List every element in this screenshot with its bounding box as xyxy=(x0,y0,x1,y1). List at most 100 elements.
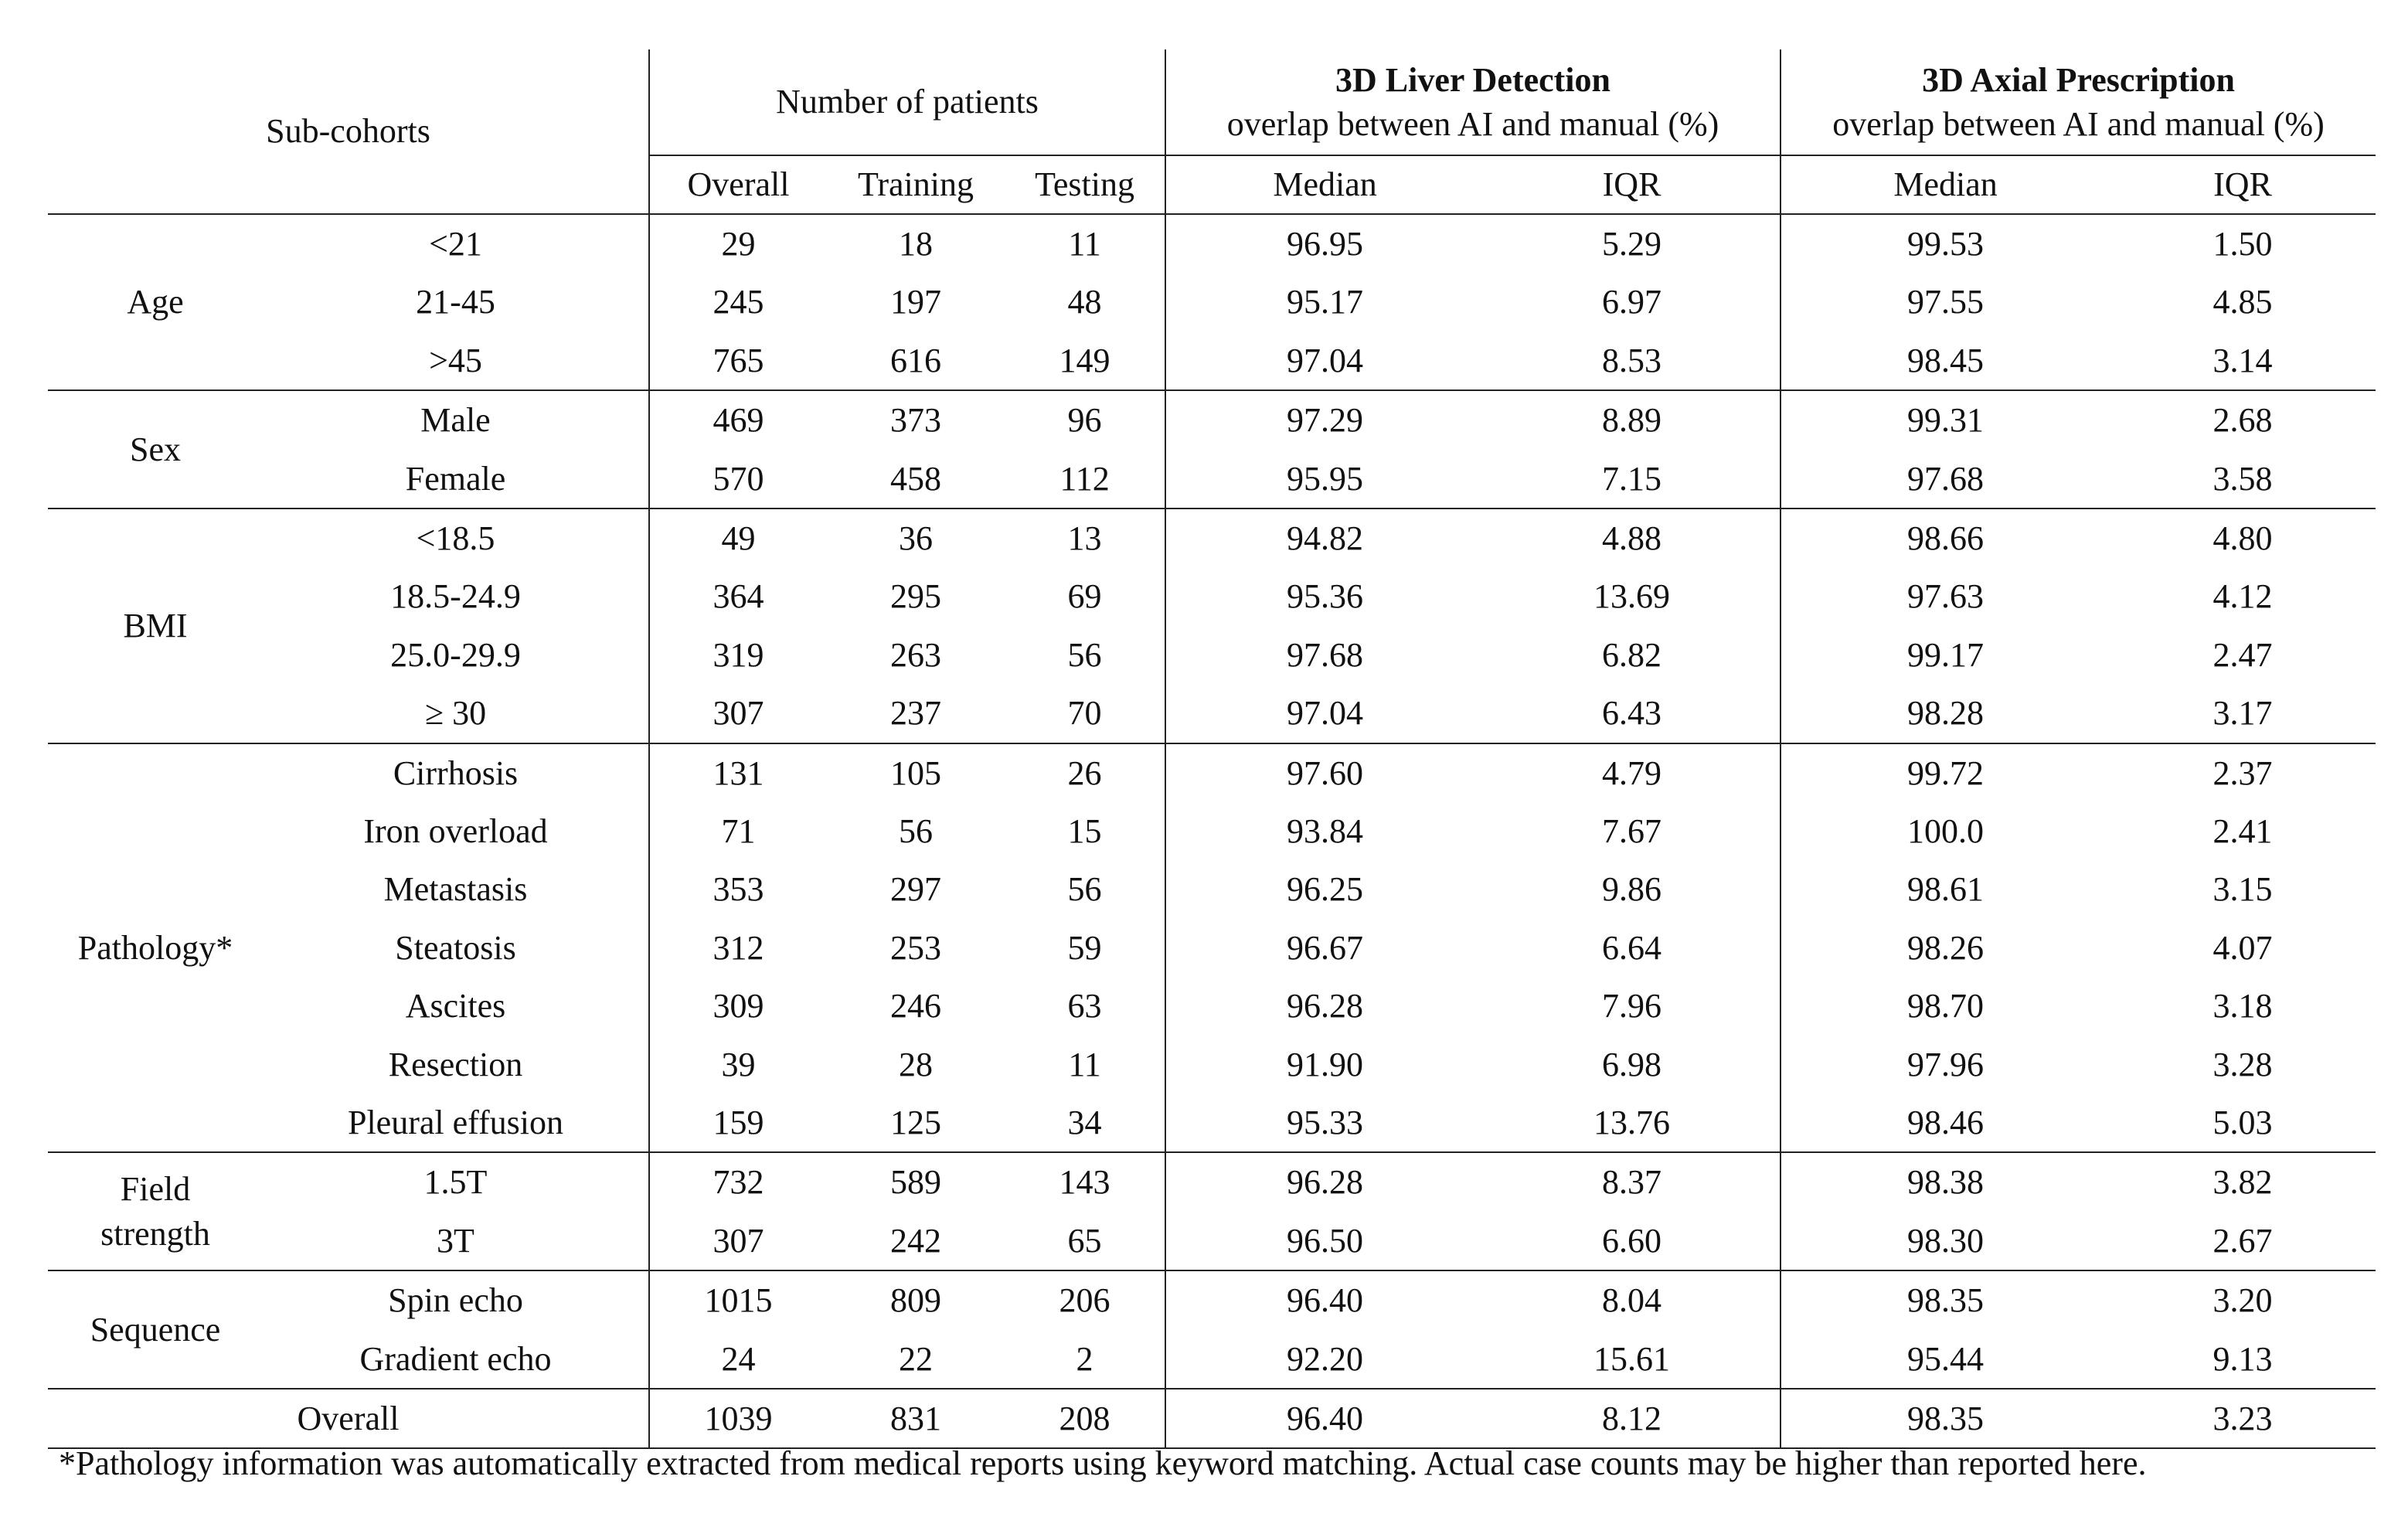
cell: 95.17 xyxy=(1165,273,1485,332)
cell: 237 xyxy=(890,694,941,733)
row-label: Spin echo xyxy=(263,1270,649,1330)
header-liver-title: 3D Liver Detection xyxy=(1335,60,1611,99)
cell: 65 xyxy=(1067,1221,1102,1260)
cell: 56 xyxy=(1067,635,1102,674)
cell: 92.20 xyxy=(1165,1329,1485,1389)
table-body: Age <21 29 18 11 96.95 5.29 99.53 1.50 21-45 245 19… xyxy=(48,213,2376,1450)
cell: 96.40 xyxy=(1165,1270,1485,1330)
cell: 2.68 xyxy=(2110,389,2376,450)
row-label: Overall xyxy=(48,1387,649,1450)
row-label: Cirrhosis xyxy=(263,742,649,802)
subheader: IQR xyxy=(2110,155,2376,215)
cell: 96.25 xyxy=(1165,860,1485,919)
data-row: Iron overload 71 56 15 93.84 7.67 100.0 2.41 xyxy=(48,801,2376,861)
cell: 13.76 xyxy=(1593,1103,1671,1141)
data-row: 21-45 245 197 48 95.17 6.97 97.55 4.85 xyxy=(48,273,2376,332)
header-axial-title: 3D Axial Prescription xyxy=(1922,60,2235,99)
cell: 4.79 xyxy=(1484,742,1781,802)
cell: 245 xyxy=(648,273,827,332)
cell: 159 xyxy=(648,1093,827,1153)
row-label: 1.5T xyxy=(263,1151,649,1212)
row-label: Male xyxy=(263,389,649,450)
cell: 98.61 xyxy=(1780,860,2110,919)
cell: 373 xyxy=(827,389,1005,450)
cell: 364 xyxy=(648,567,827,626)
group-label: Pathology* xyxy=(48,742,263,1153)
data-row: Metastasis 353 297 56 96.25 9.86 98.61 3.15 xyxy=(48,860,2376,919)
cell: 3.20 xyxy=(2110,1270,2376,1330)
data-row: ≥ 30 307 237 70 97.04 6.43 98.28 3.17 xyxy=(48,684,2376,743)
cell: 2.41 xyxy=(2212,812,2273,850)
cell: 1.50 xyxy=(2110,213,2376,274)
row-label: >45 xyxy=(429,341,482,379)
data-row: Resection 39 28 11 91.90 6.98 97.96 3.28 xyxy=(48,1035,2376,1094)
cell: 91.90 xyxy=(1165,1035,1485,1094)
cell: 3.15 xyxy=(2212,870,2273,909)
cell: 3.17 xyxy=(2212,694,2273,733)
cell: 6.98 xyxy=(1602,1045,1662,1083)
cell: 809 xyxy=(827,1270,1005,1330)
cell: 253 xyxy=(890,928,941,967)
cell: 2.67 xyxy=(2212,1221,2273,1260)
header-sub-cohorts: Sub-cohorts xyxy=(48,49,649,215)
cell: 98.28 xyxy=(1780,684,2110,743)
footnote: *Pathology information was automatically… xyxy=(59,1444,2147,1482)
data-row: Sequence Spin echo 1015 809 206 96.40 8.04 98.3… xyxy=(48,1270,2376,1389)
cell: 831 xyxy=(827,1387,1005,1450)
cell: 589 xyxy=(827,1151,1005,1212)
cell: 70 xyxy=(1067,694,1102,733)
cell: 7.15 xyxy=(1602,459,1662,498)
cell: 263 xyxy=(890,635,941,674)
cell: 295 xyxy=(890,577,941,616)
cell: 97.63 xyxy=(1780,567,2110,626)
cell: 112 xyxy=(1059,459,1110,498)
cell: 22 xyxy=(899,1339,933,1378)
row-label: <18.5 xyxy=(263,507,649,568)
cell: 95.36 xyxy=(1165,567,1485,626)
cell: 3.82 xyxy=(2110,1151,2376,1212)
subheader: Median xyxy=(1165,155,1485,215)
header-row: Sub-cohorts Number of patients 3D Liver … xyxy=(48,49,2376,215)
subheader: Training xyxy=(827,155,1005,215)
cell: 3.23 xyxy=(2110,1387,2376,1450)
cell: 99.17 xyxy=(1780,625,2110,685)
cell: 206 xyxy=(1005,1270,1166,1330)
row-label: 25.0-29.9 xyxy=(390,635,521,674)
cell: 39 xyxy=(648,1035,827,1094)
cell: 98.38 xyxy=(1780,1151,2110,1212)
data-row: Pleural effusion 159 125 34 95.33 13.76 98.46 5… xyxy=(48,1093,2376,1153)
cell: 6.82 xyxy=(1602,635,1662,674)
cell: 4.07 xyxy=(2212,928,2273,967)
cell: 36 xyxy=(827,507,1005,568)
cell: 1015 xyxy=(648,1270,827,1330)
cell: 98.45 xyxy=(1780,331,2110,391)
cell: 7.96 xyxy=(1602,987,1662,1026)
cell: 71 xyxy=(648,801,827,861)
cell: 8.12 xyxy=(1484,1387,1781,1450)
cell: 242 xyxy=(890,1221,941,1260)
data-row: 25.0-29.9 319 263 56 97.68 6.82 99.17 2.47 xyxy=(48,625,2376,685)
cell: 4.80 xyxy=(2110,507,2376,568)
cell: 18 xyxy=(827,213,1005,274)
data-row: Sex Male 469 373 96 97.29 8.89 99.31 2.68 xyxy=(48,389,2376,508)
row-label: ≥ 30 xyxy=(424,694,487,733)
cell: 97.68 xyxy=(1165,625,1485,685)
cell: 97.60 xyxy=(1165,742,1485,802)
cell: 11 xyxy=(1068,1045,1101,1083)
cell: 319 xyxy=(648,625,827,685)
group-label: BMI xyxy=(48,507,263,743)
cell: 312 xyxy=(648,918,827,978)
cell: 99.72 xyxy=(1780,742,2110,802)
cell: 208 xyxy=(1005,1387,1166,1450)
row-label: Ascites xyxy=(405,987,506,1026)
overall-row: Overall 1039 831 208 96.40 8.12 98.35 3.23 xyxy=(48,1387,2376,1450)
data-row: Pathology* Cirrhosis 131 105 26 97.60 4.79 99.7… xyxy=(48,742,2376,1153)
cell: 105 xyxy=(827,742,1005,802)
row-label: <21 xyxy=(263,213,649,274)
cell: 732 xyxy=(648,1151,827,1212)
cell: 100.0 xyxy=(1780,801,2110,861)
cell: 307 xyxy=(648,684,827,743)
cell: 97.04 xyxy=(1165,331,1485,391)
cell: 15.61 xyxy=(1593,1339,1671,1378)
